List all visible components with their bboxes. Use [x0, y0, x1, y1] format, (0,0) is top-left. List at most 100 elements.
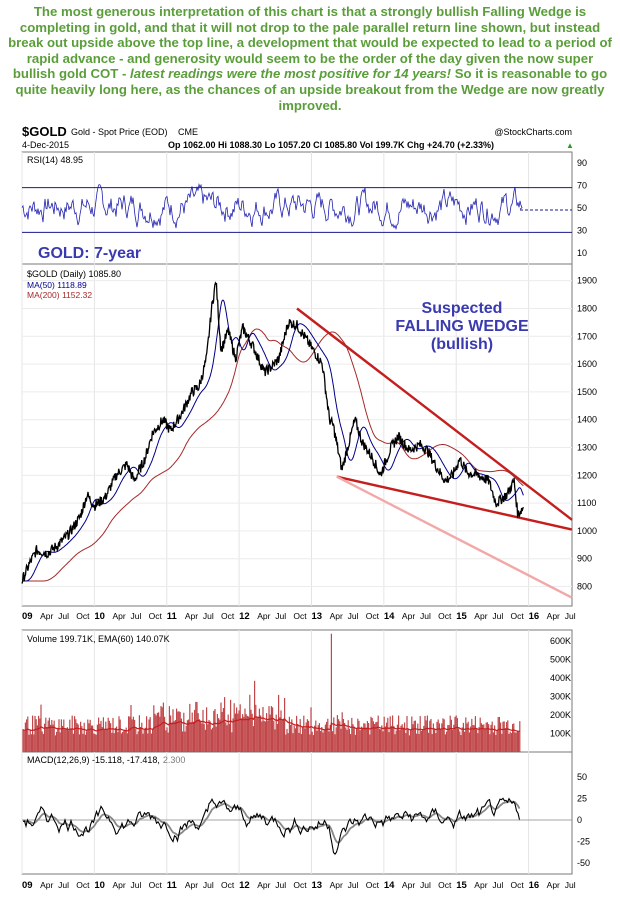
- x-tick-label: 15: [456, 880, 467, 891]
- x-tick-label: Oct: [510, 880, 524, 890]
- x-tick-label: 12: [239, 611, 250, 622]
- x-tick-label: Apr: [40, 611, 53, 621]
- x-tick-label: Oct: [149, 880, 163, 890]
- x-tick-label: Oct: [76, 611, 90, 621]
- x-tick-label: Jul: [131, 611, 142, 621]
- chart-description: Gold - Spot Price (EOD): [71, 127, 168, 137]
- price-tick-labels: 800 900 1000 1100 1200 1300 1400 1500 1600 1700 18…: [577, 276, 597, 592]
- x-tick-label: Apr: [185, 611, 198, 621]
- x-tick-label: 12: [239, 880, 250, 891]
- macd-tick: -50: [577, 858, 590, 868]
- rsi-tick: 90: [577, 158, 587, 168]
- x-tick-label: Jul: [203, 880, 214, 890]
- x-tick-label: Jul: [58, 880, 69, 890]
- x-tick-label: 15: [456, 611, 467, 622]
- commentary-part-1: The most generous interpretation of this…: [8, 4, 612, 82]
- macd-legend: MACD(12,26,9) -15.118, -17.418, 2.300: [27, 755, 185, 765]
- chart-symbol: $GOLD: [22, 124, 67, 139]
- macd-line: [22, 797, 521, 855]
- wedge-annotation-line-3: (bullish): [431, 336, 493, 353]
- wedge-lower-line: [336, 475, 573, 531]
- rsi-tick: 10: [577, 248, 587, 258]
- x-tick-label: Apr: [330, 880, 343, 890]
- x-tick-label: Apr: [112, 880, 125, 890]
- x-tick-label: 10: [94, 880, 105, 891]
- x-tick-label: 14: [384, 611, 395, 622]
- ma50-line: [22, 299, 524, 582]
- x-tick-label: Jul: [420, 880, 431, 890]
- volume-tick-labels: 100K 200K 300K 400K 500K 600K: [550, 636, 571, 738]
- price-tick: 1000: [577, 526, 597, 536]
- price-tick: 1900: [577, 276, 597, 286]
- x-axis-labels-price: 09 Apr Jul Oct 10 Apr Jul Oct 11 Apr Jul Oct 12 Apr Ju…: [22, 611, 576, 622]
- rsi-tick: 50: [577, 203, 587, 213]
- price-tick: 800: [577, 582, 592, 592]
- price-tick: 1300: [577, 443, 597, 453]
- x-tick-label: 13: [311, 880, 322, 891]
- x-tick-label: 14: [384, 880, 395, 891]
- macd-tick: 25: [577, 794, 587, 804]
- volume-legend: Volume 199.71K, EMA(60) 140.07K: [27, 634, 170, 644]
- macd-legend-hist: 2.300: [163, 755, 186, 765]
- rsi-tick-labels: 10 30 50 70 90: [577, 158, 587, 258]
- chart-quote: Op 1062.00 Hi 1088.30 Lo 1057.20 Cl 1085…: [168, 140, 494, 150]
- wedge-upper-line: [296, 307, 573, 521]
- x-tick-label: Apr: [330, 611, 343, 621]
- x-tick-label: Jul: [131, 880, 142, 890]
- x-tick-label: Apr: [547, 880, 560, 890]
- x-tick-label: Oct: [76, 880, 90, 890]
- x-tick-label: Apr: [185, 880, 198, 890]
- rsi-tick: 70: [577, 181, 587, 191]
- volume-tick: 400K: [550, 673, 571, 683]
- wedge-trendlines: [296, 307, 573, 599]
- volume-ema-line: [22, 716, 521, 733]
- wedge-annotation-line-1: Suspected: [422, 300, 503, 317]
- price-legend-ma50: MA(50) 1118.89: [27, 280, 87, 290]
- x-tick-label: Apr: [402, 880, 415, 890]
- price-tick: 1700: [577, 331, 597, 341]
- x-tick-label: Apr: [112, 611, 125, 621]
- stockcharts-watermark: @StockCharts.com: [494, 127, 572, 137]
- commentary-emphasis: latest readings were the most positive f…: [130, 66, 452, 82]
- commentary-text: The most generous interpretation of this…: [6, 4, 614, 113]
- volume-tick: 500K: [550, 655, 571, 665]
- x-axis-labels-macd: 09 Apr Jul Oct 10 Apr Jul Oct 11 Apr Jul Oct 12 Apr Ju…: [22, 880, 576, 891]
- x-tick-label: Apr: [402, 611, 415, 621]
- x-tick-label: Oct: [293, 880, 307, 890]
- x-tick-label: Oct: [438, 880, 452, 890]
- x-tick-label: Oct: [510, 611, 524, 621]
- volume-tick: 300K: [550, 692, 571, 702]
- x-tick-label: Jul: [58, 611, 69, 621]
- x-tick-label: 09: [22, 880, 33, 891]
- price-tick: 1600: [577, 359, 597, 369]
- macd-tick: 0: [577, 815, 582, 825]
- x-tick-label: Jul: [348, 611, 359, 621]
- price-tick: 1200: [577, 470, 597, 480]
- x-tick-label: Apr: [257, 880, 270, 890]
- ma200-line: [22, 328, 524, 582]
- volume-tick: 100K: [550, 729, 571, 739]
- chart-exchange: CME: [178, 127, 198, 137]
- price-tick: 1100: [577, 498, 596, 508]
- wedge-annotation-line-2: FALLING WEDGE: [395, 318, 529, 335]
- chart-date: 4-Dec-2015: [22, 140, 69, 150]
- volume-bars: [22, 633, 521, 752]
- price-legend-ma200: MA(200) 1152.32: [27, 290, 92, 300]
- x-tick-label: Oct: [221, 611, 235, 621]
- price-tick: 1500: [577, 387, 597, 397]
- x-tick-label: 13: [311, 611, 322, 622]
- x-tick-label: Oct: [366, 611, 380, 621]
- return-line-line: [336, 475, 573, 599]
- rsi-legend: RSI(14) 48.95: [27, 155, 83, 165]
- x-tick-label: Jul: [565, 880, 576, 890]
- price-tick: 1800: [577, 303, 597, 313]
- x-tick-label: Jul: [565, 611, 576, 621]
- rsi-line: [21, 182, 523, 231]
- x-tick-label: 16: [529, 611, 540, 622]
- x-tick-label: Oct: [366, 880, 380, 890]
- x-tick-label: Jul: [420, 611, 431, 621]
- x-tick-label: Apr: [474, 880, 487, 890]
- price-tick: 1400: [577, 415, 597, 425]
- x-tick-label: 11: [167, 611, 178, 622]
- x-tick-label: Jul: [203, 611, 214, 621]
